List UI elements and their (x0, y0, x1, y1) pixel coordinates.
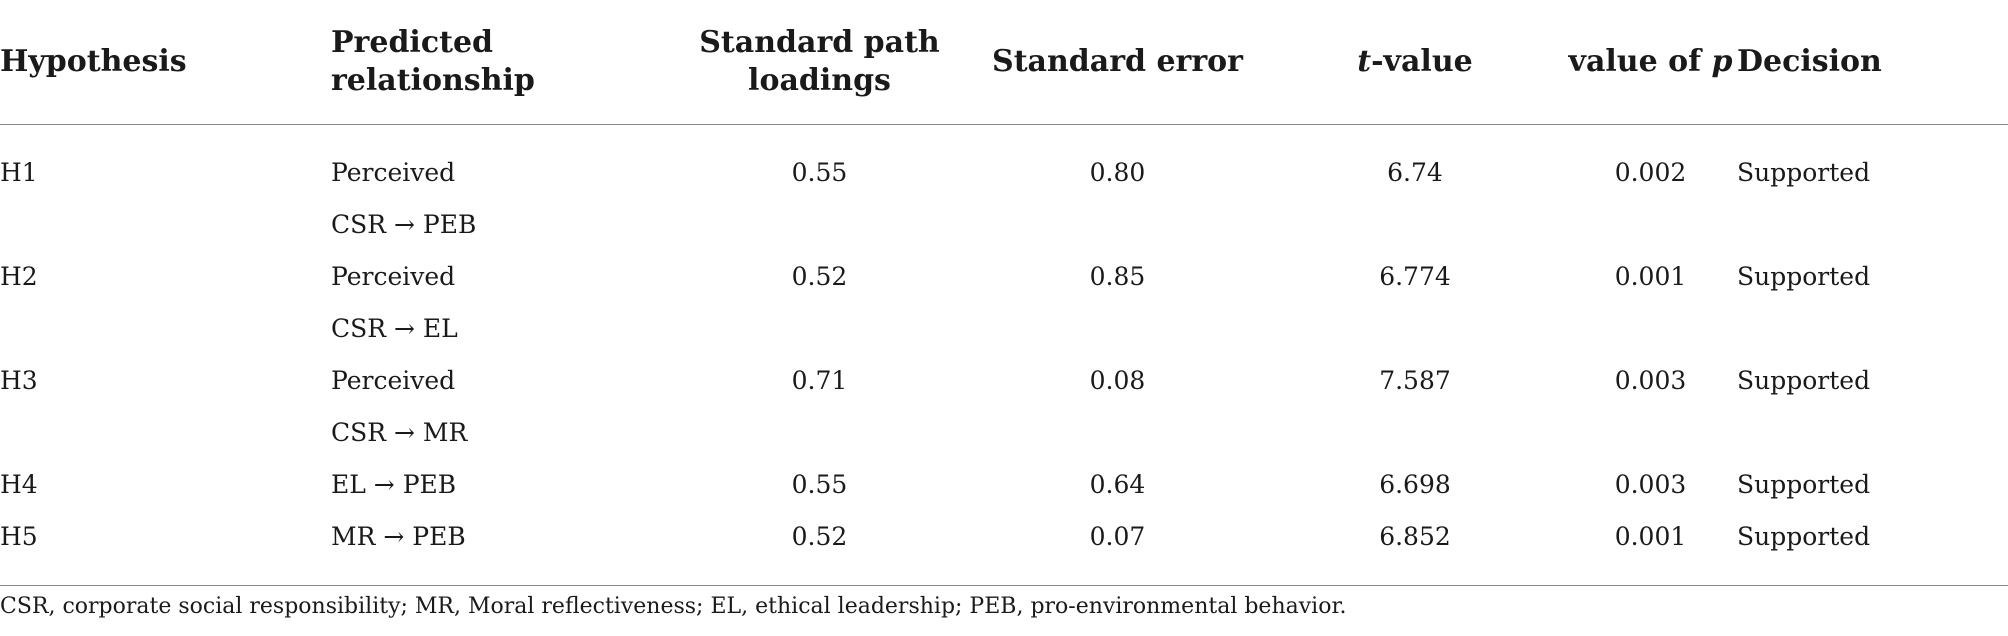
header-predicted-line2: relationship (331, 63, 535, 98)
relationship-line2: CSR → PEB (331, 210, 477, 239)
cell-decision: Supported (1737, 470, 1871, 499)
cell-predicted-relationship: Perceived CSR → EL (331, 251, 670, 355)
relationship-line1: Perceived (331, 262, 456, 291)
cell-predicted-relationship: EL → PEB (331, 470, 457, 499)
cell-decision: Supported (1737, 511, 2008, 586)
cell-t-value: 6.774 (1379, 262, 1451, 291)
header-p-italic: p (1711, 44, 1733, 79)
cell-predicted-relationship: MR → PEB (331, 511, 670, 586)
header-standard-path-loadings: Standard path loadings (670, 0, 969, 125)
table-row: H1 Perceived CSR → PEB 0.55 0.80 6.74 0.… (0, 125, 2008, 252)
table-footnote: CSR, corporate social responsibility; MR… (0, 594, 1347, 619)
cell-t-value: 6.74 (1387, 158, 1443, 187)
header-row: Hypothesis Predicted relationship Standa… (0, 0, 2008, 125)
cell-path-loading: 0.71 (791, 366, 848, 395)
cell-standard-error: 0.80 (1089, 158, 1146, 187)
hypothesis-table-container: Hypothesis Predicted relationship Standa… (0, 0, 2008, 586)
cell-path-loading: 0.55 (791, 470, 848, 499)
cell-p-value: 0.003 (1614, 366, 1687, 395)
relationship-line2: CSR → EL (331, 314, 458, 343)
cell-t-value: 6.698 (1379, 470, 1451, 499)
cell-p-value: 0.002 (1614, 158, 1687, 187)
relationship-line1: Perceived (331, 158, 456, 187)
table-header: Hypothesis Predicted relationship Standa… (0, 0, 2008, 125)
header-p-prefix: value of (1568, 44, 1712, 79)
hypothesis-table: Hypothesis Predicted relationship Standa… (0, 0, 2008, 586)
header-predicted-line1: Predicted (331, 25, 494, 60)
cell-t-value: 6.852 (1266, 511, 1564, 586)
header-t-rest: -value (1371, 44, 1473, 79)
table-row: H4 EL → PEB 0.55 0.64 6.698 0.003 Suppor… (0, 459, 2008, 511)
cell-hypothesis: H2 (0, 262, 38, 291)
relationship-line2: CSR → MR (331, 418, 468, 447)
header-decision: Decision (1737, 0, 2008, 125)
cell-p-value: 0.001 (1564, 511, 1737, 586)
cell-t-value: 7.587 (1379, 366, 1451, 395)
cell-hypothesis: H3 (0, 366, 38, 395)
header-predicted-relationship: Predicted relationship (331, 0, 670, 125)
cell-predicted-relationship: Perceived CSR → MR (331, 355, 670, 459)
cell-standard-error: 0.07 (969, 511, 1266, 586)
header-path-line1: Standard path (699, 25, 940, 60)
cell-hypothesis: H5 (0, 511, 331, 586)
cell-standard-error: 0.85 (1089, 262, 1146, 291)
cell-p-value: 0.003 (1614, 470, 1687, 499)
header-p-value: value of p (1564, 0, 1737, 125)
table-row: H3 Perceived CSR → MR 0.71 0.08 7.587 0.… (0, 355, 2008, 459)
header-t-italic: t (1357, 44, 1372, 79)
cell-hypothesis: H1 (0, 158, 38, 187)
cell-path-loading: 0.52 (791, 262, 848, 291)
cell-decision: Supported (1737, 366, 1871, 395)
table-body: H1 Perceived CSR → PEB 0.55 0.80 6.74 0.… (0, 125, 2008, 586)
cell-decision: Supported (1737, 262, 1871, 291)
cell-path-loading: 0.52 (670, 511, 969, 586)
cell-predicted-relationship: Perceived CSR → PEB (331, 125, 670, 252)
relationship-line1: Perceived (331, 366, 456, 395)
cell-standard-error: 0.08 (1089, 366, 1146, 395)
table-row: H2 Perceived CSR → EL 0.52 0.85 6.774 0.… (0, 251, 2008, 355)
header-hypothesis: Hypothesis (0, 0, 331, 125)
cell-p-value: 0.001 (1614, 262, 1687, 291)
cell-hypothesis: H4 (0, 470, 38, 499)
cell-decision: Supported (1737, 158, 1871, 187)
header-t-value: t-value (1266, 0, 1564, 125)
table-row: H5 MR → PEB 0.52 0.07 6.852 0.001 Suppor… (0, 511, 2008, 586)
cell-path-loading: 0.55 (791, 158, 848, 187)
header-standard-error: Standard error (969, 0, 1266, 125)
cell-standard-error: 0.64 (1089, 470, 1146, 499)
header-path-line2: loadings (748, 63, 891, 98)
